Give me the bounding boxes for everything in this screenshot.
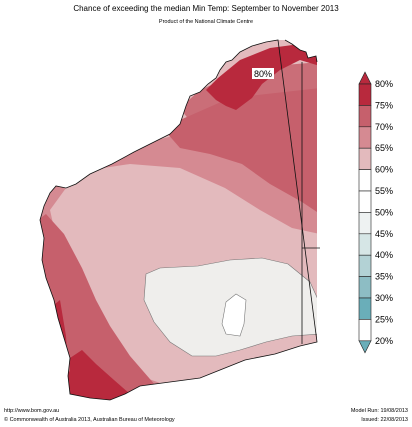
legend-swatch	[358, 319, 372, 342]
legend-swatch	[358, 254, 372, 277]
legend-label: 30%	[375, 293, 393, 303]
footer-right: Model Run: 19/08/2013 Issued: 22/08/2013	[351, 407, 408, 425]
legend: 80% 75% 70% 65% 60% 55% 50% 45% 40% 35% 30% 25% 20%	[358, 71, 393, 354]
legend-swatch	[358, 147, 372, 170]
legend-arrow-bottom	[358, 340, 372, 354]
legend-label: 80%	[375, 79, 393, 89]
footer-issued: Issued: 22/08/2013	[361, 417, 408, 423]
probability-map: 80%	[39, 39, 320, 401]
legend-swatch	[358, 233, 372, 256]
legend-label: 60%	[375, 165, 393, 175]
legend-arrow-top	[358, 71, 372, 85]
legend-label: 40%	[375, 250, 393, 260]
map-label: 80%	[254, 69, 272, 79]
map-subtitle: Product of the National Climate Centre	[158, 19, 254, 25]
legend-label: 35%	[375, 272, 393, 282]
southwest-red	[70, 350, 130, 400]
zone-70-75	[40, 62, 317, 400]
legend-swatch	[358, 126, 372, 149]
legend-swatch	[358, 276, 372, 299]
legend-swatch	[358, 105, 372, 128]
legend-label: 50%	[375, 207, 393, 217]
footer-copyright: © Commonwealth of Australia 2013, Austra…	[4, 417, 175, 423]
map-title: Chance of exceeding the median Min Temp:…	[73, 4, 339, 13]
legend-label: 55%	[375, 186, 393, 196]
legend-label: 45%	[375, 229, 393, 239]
legend-label: 65%	[375, 143, 393, 153]
zone-50-55-inner	[221, 293, 247, 337]
legend-label: 75%	[375, 100, 393, 110]
map-label-bg	[252, 68, 274, 79]
footer-url[interactable]: http://www.bom.gov.au	[4, 408, 60, 414]
legend-swatch	[358, 212, 372, 235]
zone-65-70	[40, 88, 317, 400]
footer-model-run: Model Run: 19/08/2013	[350, 408, 408, 414]
legend-label: 70%	[375, 122, 393, 132]
legend-swatch	[358, 190, 372, 213]
legend-swatch	[358, 297, 372, 320]
legend-label: 25%	[375, 314, 393, 324]
legend-label: 20%	[375, 336, 393, 346]
legend-swatch	[358, 83, 372, 106]
wa-coastline	[39, 39, 318, 401]
legend-swatch	[358, 169, 372, 192]
footer-left: http://www.bom.gov.au © Commonwealth of …	[4, 407, 175, 425]
